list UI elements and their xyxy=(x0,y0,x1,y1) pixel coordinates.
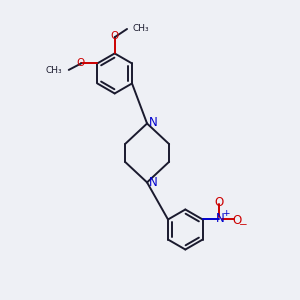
Text: +: + xyxy=(222,208,229,217)
Text: CH₃: CH₃ xyxy=(132,24,149,33)
Text: O: O xyxy=(76,58,85,68)
Text: N: N xyxy=(149,116,158,129)
Text: O: O xyxy=(214,196,224,209)
Text: CH₃: CH₃ xyxy=(46,66,62,75)
Text: O: O xyxy=(110,31,119,41)
Text: N: N xyxy=(215,212,224,225)
Text: −: − xyxy=(239,220,248,230)
Text: O: O xyxy=(232,214,242,227)
Text: N: N xyxy=(149,176,158,190)
